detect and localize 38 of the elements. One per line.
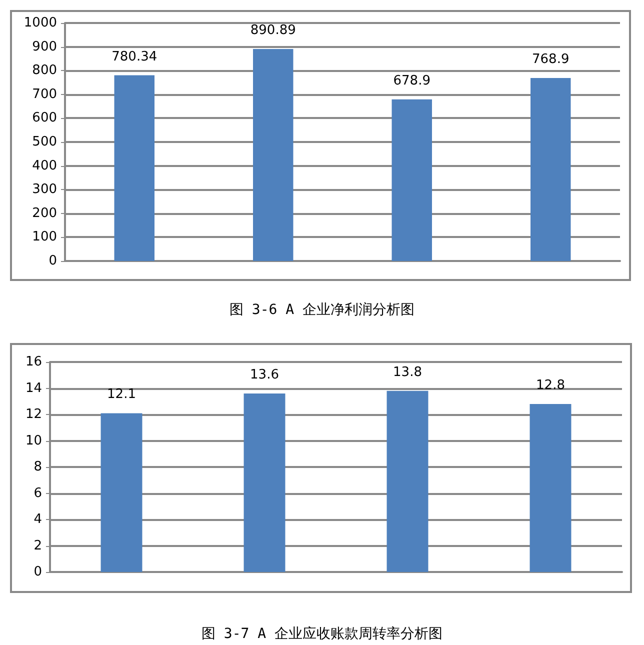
y-tick-label: 0 [48, 254, 57, 268]
y-tick-label: 2 [34, 538, 42, 554]
data-label: 12.8 [536, 378, 565, 393]
y-tick-label: 200 [32, 206, 57, 221]
data-label: 890.89 [250, 22, 296, 38]
bar [386, 390, 428, 572]
data-label: 12.1 [107, 387, 136, 402]
data-label: 768.9 [532, 52, 570, 67]
y-tick-label: 600 [32, 110, 57, 126]
bar [253, 48, 294, 261]
y-tick-label: 900 [32, 39, 57, 54]
y-tick-label: 400 [32, 158, 57, 174]
y-tick-label: 100 [32, 230, 57, 245]
y-tick-label: 4 [34, 512, 42, 527]
y-tick-label: 0 [34, 564, 42, 580]
y-tick-label: 8 [34, 460, 42, 474]
y-tick-label: 12 [25, 407, 42, 422]
y-tick-label: 6 [34, 486, 42, 501]
data-label: 780.34 [112, 49, 158, 64]
y-tick-label: 500 [32, 134, 57, 150]
text: 图 3-7 A 企业应收账款周转率分析图 [201, 626, 443, 642]
y-tick-label: 14 [25, 380, 42, 396]
data-label: 678.9 [393, 73, 430, 88]
y-tick-label: 16 [25, 354, 42, 370]
bar [530, 404, 572, 572]
bar [114, 75, 154, 261]
data-label: 13.8 [393, 364, 422, 380]
bar [530, 78, 571, 261]
y-tick-label: 300 [32, 182, 57, 198]
bar [392, 99, 432, 261]
y-tick-label: 1000 [24, 16, 57, 30]
bar [244, 394, 286, 572]
data-label: 13.6 [250, 368, 279, 382]
y-tick-label: 10 [25, 433, 42, 448]
bar [100, 413, 142, 572]
y-tick-label: 700 [32, 86, 57, 102]
y-tick-label: 800 [32, 63, 57, 78]
text: 图 3-6 A 企业净利润分析图 [229, 302, 415, 318]
